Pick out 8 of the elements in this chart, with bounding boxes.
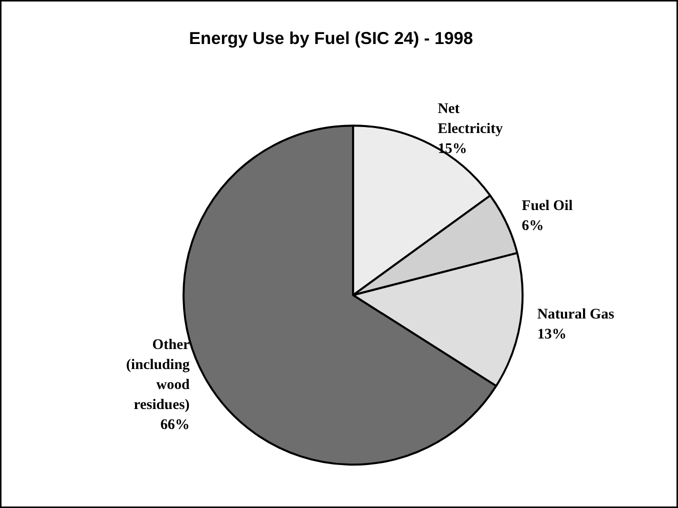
chart-title: Energy Use by Fuel (SIC 24) - 1998	[188, 28, 474, 48]
data-label: 13%	[537, 326, 567, 342]
data-label: 66%	[160, 416, 190, 433]
slice-label: Fuel Oil	[522, 198, 573, 214]
slice-label: Other (including wood residues)	[126, 336, 190, 413]
data-label: 6%	[522, 218, 544, 234]
slice-label: Natural Gas	[537, 306, 614, 322]
slice-label: Net Electricity	[438, 101, 504, 138]
